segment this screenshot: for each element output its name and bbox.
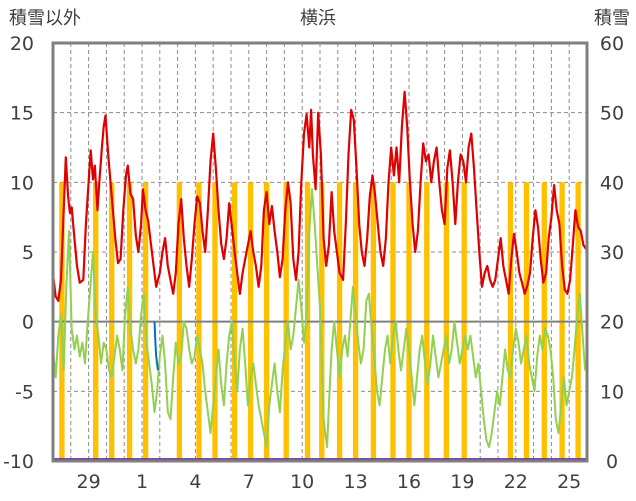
left-tick-label: 20 (10, 33, 34, 55)
right-axis-title: 積雪 (594, 8, 630, 29)
right-tick-label: 50 (600, 103, 624, 125)
right-tick-label: 60 (600, 33, 624, 55)
x-tick-label: 19 (450, 471, 474, 493)
right-tick-label: 0 (606, 451, 618, 473)
x-tick-label: 22 (504, 471, 528, 493)
x-tick-label: 25 (557, 471, 581, 493)
left-axis-title: 積雪以外 (9, 8, 81, 29)
x-tick-label: 4 (189, 471, 201, 493)
x-tick-label: 7 (243, 471, 255, 493)
left-tick-label: 5 (22, 242, 34, 264)
left-tick-label: 10 (10, 172, 34, 194)
right-tick-label: 30 (600, 242, 624, 264)
series-blue-line (153, 321, 159, 371)
x-tick-label: 16 (397, 471, 421, 493)
plot-frame (51, 41, 589, 463)
right-tick-label: 20 (600, 312, 624, 334)
chart-title: 横浜 (300, 8, 336, 29)
series-green-line (52, 188, 587, 449)
x-tick-label: 13 (344, 471, 368, 493)
x-tick-label: 1 (136, 471, 148, 493)
left-tick-label: -10 (3, 451, 34, 473)
x-tick-label: 10 (290, 471, 314, 493)
left-tick-label: 15 (10, 103, 34, 125)
x-tick-label: 29 (77, 471, 101, 493)
right-tick-label: 40 (600, 172, 624, 194)
left-tick-label: 0 (22, 312, 34, 334)
left-tick-label: -5 (15, 381, 34, 403)
series-red-line (51, 90, 588, 302)
right-tick-label: 10 (600, 381, 624, 403)
